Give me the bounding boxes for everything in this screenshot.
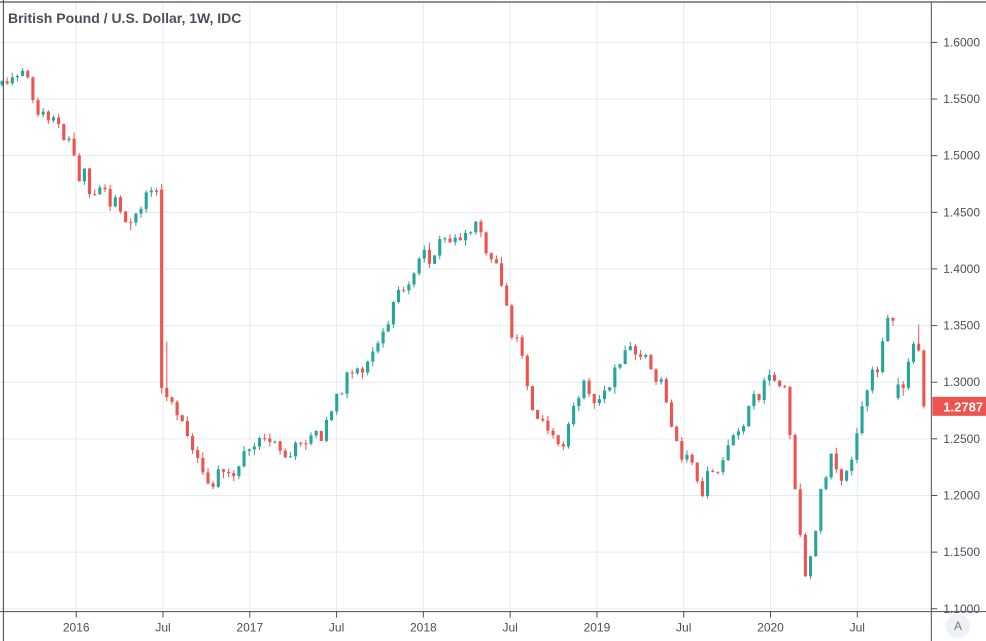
svg-text:2018: 2018 (410, 621, 437, 635)
svg-text:1.3000: 1.3000 (943, 375, 980, 389)
svg-text:1.4000: 1.4000 (943, 262, 980, 276)
svg-text:1.2500: 1.2500 (943, 432, 980, 446)
svg-text:1.1500: 1.1500 (943, 545, 980, 559)
svg-text:1.5500: 1.5500 (943, 92, 980, 106)
svg-text:Jul: Jul (850, 621, 865, 635)
svg-text:1.1000: 1.1000 (943, 602, 980, 616)
svg-text:Jul: Jul (155, 621, 170, 635)
svg-text:2016: 2016 (63, 621, 90, 635)
svg-text:1.2000: 1.2000 (943, 488, 980, 502)
svg-text:1.3500: 1.3500 (943, 319, 980, 333)
svg-text:Jul: Jul (676, 621, 691, 635)
svg-text:1.5000: 1.5000 (943, 149, 980, 163)
svg-text:1.2787: 1.2787 (943, 399, 983, 414)
svg-text:A: A (954, 619, 962, 633)
svg-text:2019: 2019 (584, 621, 611, 635)
svg-text:1.6000: 1.6000 (943, 35, 980, 49)
svg-text:2020: 2020 (757, 621, 784, 635)
svg-text:Jul: Jul (329, 621, 344, 635)
svg-text:Jul: Jul (502, 621, 517, 635)
svg-text:1.4500: 1.4500 (943, 205, 980, 219)
svg-text:2017: 2017 (236, 621, 263, 635)
